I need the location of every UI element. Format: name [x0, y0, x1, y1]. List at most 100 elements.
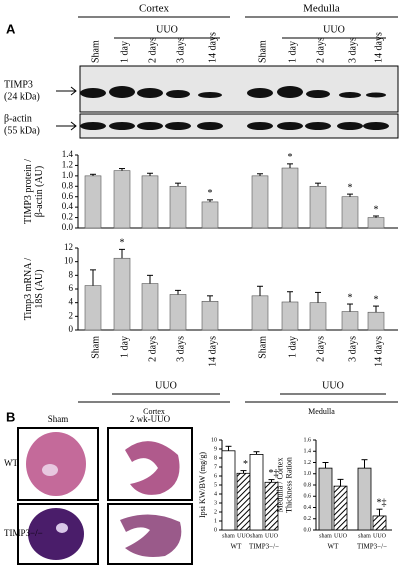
bar [169, 294, 187, 331]
series-label: sham [358, 533, 371, 539]
bar [141, 175, 159, 229]
bar [309, 185, 327, 229]
x-tick-label: 2 days [147, 336, 158, 362]
y-tick-label: 10 [64, 256, 74, 266]
series-label: sham [319, 533, 332, 539]
significance-marker: * [288, 152, 293, 163]
significance-marker: * [348, 292, 353, 303]
y-axis-label: Ipsi KW/BW (mg/g) [198, 452, 207, 518]
y-tick-label: 0.0 [62, 222, 74, 232]
significance-marker: * [243, 459, 248, 470]
column-label: Sham [48, 414, 69, 424]
bar [251, 175, 269, 229]
x-tick-label: 3 days [175, 336, 186, 362]
y-tick-label: 1.4 [304, 449, 312, 455]
series-label: UUO [237, 533, 251, 539]
significance-marker: * [374, 204, 379, 215]
panel-label: A [6, 21, 16, 36]
histology [17, 427, 193, 565]
bar [309, 302, 327, 331]
y-tick-label: 8 [69, 269, 74, 279]
y-tick-label: 5 [214, 482, 217, 488]
bar [84, 285, 102, 331]
x-tick-label: WT [231, 543, 243, 551]
y-tick-label: 9 [214, 446, 217, 452]
y-tick-label: 0 [69, 324, 74, 334]
significance-marker: *‡ [377, 497, 387, 508]
region-label: Cortex [139, 3, 169, 15]
y-tick-label: 0.2 [304, 516, 312, 522]
y-tick-label: 0.6 [62, 191, 74, 201]
x-tick-label: 1 day [119, 336, 130, 358]
bar [201, 201, 219, 229]
treatment-label: UUO [156, 24, 178, 35]
x-tick-label: TIMP3−/− [249, 543, 279, 551]
x-tick-label: 3 days [347, 336, 358, 362]
series-label: UUO [373, 533, 387, 539]
series-label: sham [250, 533, 263, 539]
group-label: Medulla [308, 407, 335, 416]
row-label: TIMP3−/− [4, 528, 43, 538]
y-tick-label: 10 [211, 437, 217, 443]
y-tick-label: 1.0 [304, 471, 312, 477]
x-tick-label: WT [328, 543, 340, 551]
lane-label: 3 days [175, 37, 186, 63]
bar [341, 311, 359, 331]
y-tick-label: 8 [214, 455, 217, 461]
bar [113, 170, 131, 229]
y-tick-label: 1.2 [62, 159, 73, 169]
bar [333, 485, 348, 531]
y-tick-label: 0.4 [62, 201, 74, 211]
y-tick-label: 0 [214, 527, 217, 533]
y-tick-label: 2 [69, 310, 74, 320]
series-label: UUO [334, 533, 348, 539]
bar [357, 467, 372, 531]
treatment-label: UUO [155, 380, 177, 391]
group-label: Cortex [143, 407, 165, 416]
series-label: UUO [265, 533, 279, 539]
panel-label: B [6, 409, 15, 424]
bar [249, 453, 264, 531]
x-tick-label: 1 day [287, 336, 298, 358]
y-tick-label: 0.2 [62, 212, 73, 222]
region-label: Medulla [303, 3, 340, 15]
y-tick-label: 12 [64, 242, 73, 252]
bar [201, 300, 219, 331]
bar [251, 295, 269, 331]
significance-marker: * [374, 294, 379, 305]
significance-marker: * [120, 238, 125, 249]
blot-row-label: TIMP3 [4, 79, 33, 90]
blot-row-label: β-actin [4, 113, 32, 124]
bar [236, 472, 251, 531]
y-tick-label: 0.8 [304, 482, 312, 488]
lane-label: 2 days [147, 37, 158, 63]
bar [341, 196, 359, 229]
x-tick-label: 2 days [315, 336, 326, 362]
significance-marker: *‡ [269, 468, 279, 479]
x-tick-label: TIMP3−/− [357, 543, 387, 551]
bar [318, 467, 333, 531]
y-axis-label: Medulla / Cortex [275, 458, 284, 513]
bar [281, 301, 299, 331]
x-tick-label: Sham [90, 336, 101, 359]
x-tick-label: 14 days [207, 336, 218, 367]
column-label: 2 wk-UUO [130, 414, 171, 424]
lane-label: 2 days [315, 37, 326, 63]
y-tick-label: 6 [69, 283, 74, 293]
treatment-label: UUO [323, 24, 345, 35]
bar [281, 167, 299, 229]
y-tick-label: 1.4 [62, 149, 74, 159]
bar [113, 257, 131, 331]
bar [84, 175, 102, 229]
y-tick-label: 0.0 [304, 527, 312, 533]
y-tick-label: 6 [214, 473, 217, 479]
y-tick-label: 3 [214, 500, 217, 506]
y-axis-label: TIMP3 protein / [23, 159, 34, 224]
blot [56, 65, 399, 139]
y-axis-label: β-actin (AU) [34, 166, 45, 217]
bar [221, 450, 236, 531]
blot-row-label: (24 kDa) [4, 91, 40, 102]
blot-row-label: (55 kDa) [4, 125, 40, 136]
y-tick-label: 1 [214, 518, 217, 524]
